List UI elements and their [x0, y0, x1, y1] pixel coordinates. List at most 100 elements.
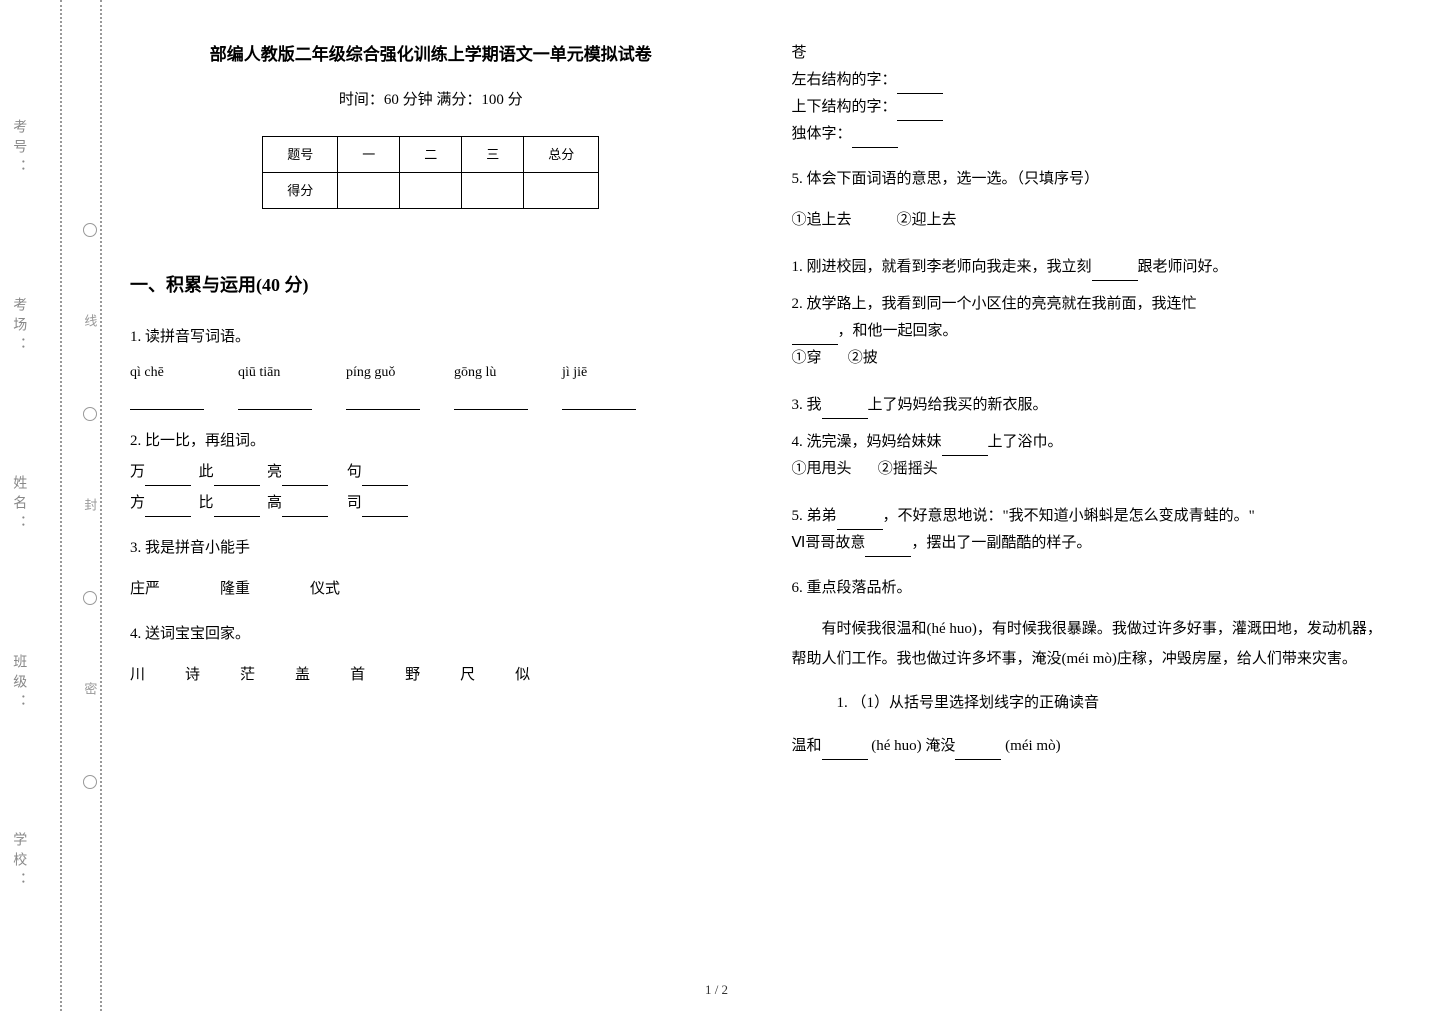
blank [346, 392, 420, 410]
blank [145, 499, 191, 517]
seal-char-mi: 密 [78, 682, 101, 698]
q6-passage: 有时候我很温和(hé huo)，有时候我很暴躁。我做过许多好事，灌溉田地，发动机… [792, 614, 1394, 674]
blank [955, 742, 1001, 760]
q2-r2-a: 方 [130, 495, 145, 511]
blank [897, 103, 943, 121]
q5-s3: 3. 我 上了妈妈给我买的新衣服。 [792, 392, 1394, 419]
q4-char: 茫 [240, 662, 255, 689]
blank [214, 499, 260, 517]
blank [362, 468, 408, 486]
q3-stem: 3. 我是拼音小能手 [130, 535, 732, 562]
td-score-label: 得分 [263, 172, 338, 208]
th-2: 二 [400, 136, 462, 172]
q3-w2: 隆重 [220, 576, 250, 603]
q5-s2a: 2. 放学路上，我看到同一个小区住的亮亮就在我前面，我连忙 [792, 296, 1197, 312]
blank [865, 539, 911, 557]
side-label-room: 考场： [6, 297, 31, 357]
column-left: 部编人教版二年级综合强化训练上学期语文一单元模拟试卷 时间：60 分钟 满分：1… [130, 40, 732, 778]
side-labels: 考号： 考场： 姓名： 班级： 学校： [6, 0, 31, 1011]
blank [282, 468, 328, 486]
q1-py-2: qiū tiān [238, 365, 280, 380]
q5-s5a: 5. 弟弟 [792, 508, 837, 524]
question-5: 5. 体会下面词语的意思，选一选。（只填序号） ①追上去 ②迎上去 1. 刚进校… [792, 166, 1394, 557]
q1-cell: píng guǒ [346, 359, 420, 410]
q4-line-single: 独体字： [792, 121, 1394, 148]
q5-s6b: ，摆出了一副酷酷的样子。 [911, 535, 1091, 551]
question-1: 1. 读拼音写词语。 qì chē qiū tiān píng guǒ gōng… [130, 324, 732, 410]
q2-row-2: 方 比 高 司 [130, 490, 732, 517]
table-row: 得分 [263, 172, 599, 208]
q5-s1b: 跟老师问好。 [1138, 259, 1228, 275]
score-table: 题号 一 二 三 总分 得分 [262, 136, 599, 210]
side-label-name: 姓名： [6, 475, 31, 535]
question-2: 2. 比一比，再组词。 万 此 亮 句 方 比 高 司 [130, 428, 732, 517]
td-score-total [524, 172, 599, 208]
q1-py-5: jì jiē [562, 365, 587, 380]
q1-cell: qiū tiān [238, 359, 312, 410]
side-label-school: 学校： [6, 832, 31, 892]
q5-s1: 1. 刚进校园，就看到李老师向我走来，我立刻 跟老师问好。 [792, 254, 1394, 281]
blank [852, 130, 898, 148]
q4-char: 诗 [185, 662, 200, 689]
q5-s5: 5. 弟弟 ，不好意思地说："我不知道小蝌蚪是怎么变成青蛙的。" [792, 503, 1394, 530]
blank [282, 499, 328, 517]
th-3: 三 [462, 136, 524, 172]
q5-s3b: 上了妈妈给我买的新衣服。 [868, 397, 1048, 413]
q2-stem: 2. 比一比，再组词。 [130, 428, 732, 455]
q5-s4b: 上了浴巾。 [988, 434, 1063, 450]
q4-overflow-char: 苍 [792, 40, 1394, 67]
q5-options-2: ①穿 ②披 [792, 345, 1394, 372]
q5-s5b: ，不好意思地说："我不知道小蝌蚪是怎么变成青蛙的。" [883, 508, 1255, 524]
q5-s1a: 1. 刚进校园，就看到李老师向我走来，我立刻 [792, 259, 1092, 275]
seal-circle [83, 775, 97, 789]
q1-py-4: gōng lù [454, 365, 496, 380]
q1-pinyin-row: qì chē qiū tiān píng guǒ gōng lù jì jiē [130, 359, 732, 410]
q2-r2-c: 高 [267, 495, 282, 511]
q4-char: 野 [405, 662, 420, 689]
q1-cell: jì jiē [562, 359, 636, 410]
q3-w1: 庄严 [130, 576, 160, 603]
q6-a1b: (hé huo) 淹没 [871, 738, 955, 754]
q2-r2-b: 比 [199, 495, 214, 511]
q4-chars: 川 诗 茫 盖 首 野 尺 似 [130, 662, 732, 689]
q3-w3: 仪式 [310, 576, 340, 603]
q4-l2-label: 上下结构的字： [792, 99, 897, 115]
q4-char: 川 [130, 662, 145, 689]
side-label-exam-no: 考号： [6, 119, 31, 179]
q5-stem: 5. 体会下面词语的意思，选一选。（只填序号） [792, 166, 1394, 193]
q5-s2: 2. 放学路上，我看到同一个小区住的亮亮就在我前面，我连忙 ，和他一起回家。 [792, 291, 1394, 345]
q5-s2b: ，和他一起回家。 [838, 323, 958, 339]
q4-char: 盖 [295, 662, 310, 689]
blank [822, 742, 868, 760]
q4-line-ud: 上下结构的字： [792, 94, 1394, 121]
question-3: 3. 我是拼音小能手 庄严 隆重 仪式 [130, 535, 732, 603]
q6-sub1: 1. （1）从括号里选择划线字的正确读音 [837, 690, 1394, 717]
column-right: 苍 左右结构的字： 上下结构的字： 独体字： 5. 体会下面词语的意思，选一选。… [792, 40, 1394, 778]
dotted-line-outer [60, 0, 62, 1011]
blank [145, 468, 191, 486]
blank [454, 392, 528, 410]
blank [837, 512, 883, 530]
q4-char: 尺 [460, 662, 475, 689]
blank [1092, 263, 1138, 281]
q4-l3-label: 独体字： [792, 126, 852, 142]
q4-char: 似 [515, 662, 530, 689]
q4-char: 首 [350, 662, 365, 689]
q1-py-1: qì chē [130, 365, 164, 380]
blank [792, 327, 838, 345]
seal-circle [83, 223, 97, 237]
q5-options-3: ①甩甩头 ②摇摇头 [792, 456, 1394, 483]
q5-s3a: 3. 我 [792, 397, 822, 413]
td-score-1 [338, 172, 400, 208]
side-label-class: 班级： [6, 654, 31, 714]
q5-s4: 4. 洗完澡，妈妈给妹妹上了浴巾。 [792, 429, 1394, 456]
question-6: 6. 重点段落品析。 有时候我很温和(hé huo)，有时候我很暴躁。我做过许多… [792, 575, 1394, 760]
blank [562, 392, 636, 410]
q6-answer-line: 温和 (hé huo) 淹没 (méi mò) [792, 733, 1394, 760]
q1-stem: 1. 读拼音写词语。 [130, 324, 732, 351]
seal-line-labels: 线 封 密 [78, 0, 101, 1011]
blank [942, 438, 988, 456]
q3-words: 庄严 隆重 仪式 [130, 576, 732, 603]
q2-r1-c: 亮 [267, 464, 282, 480]
question-4: 4. 送词宝宝回家。 川 诗 茫 盖 首 野 尺 似 [130, 621, 732, 689]
